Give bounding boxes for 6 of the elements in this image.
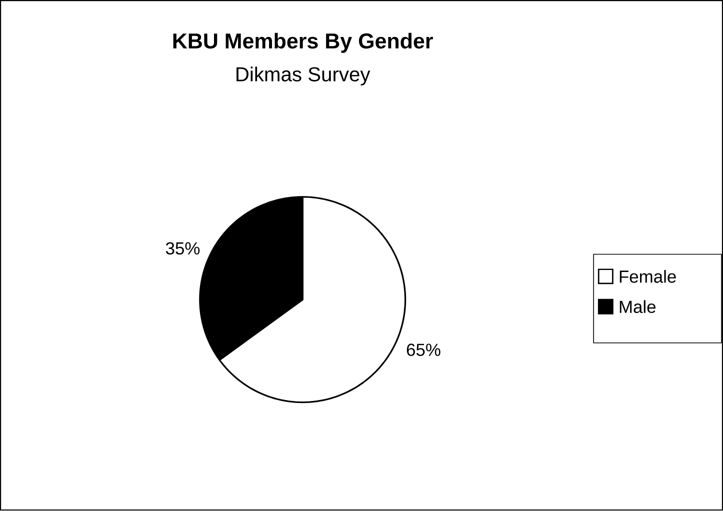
data-label: 35% <box>166 242 200 255</box>
legend-label: Female <box>620 270 676 284</box>
data-label: 65% <box>406 344 440 356</box>
chart-subtitle: Dikmas Survey <box>236 66 370 86</box>
chart-title: KBU Members By Gender <box>173 33 433 54</box>
legend-label: Male <box>620 300 656 314</box>
